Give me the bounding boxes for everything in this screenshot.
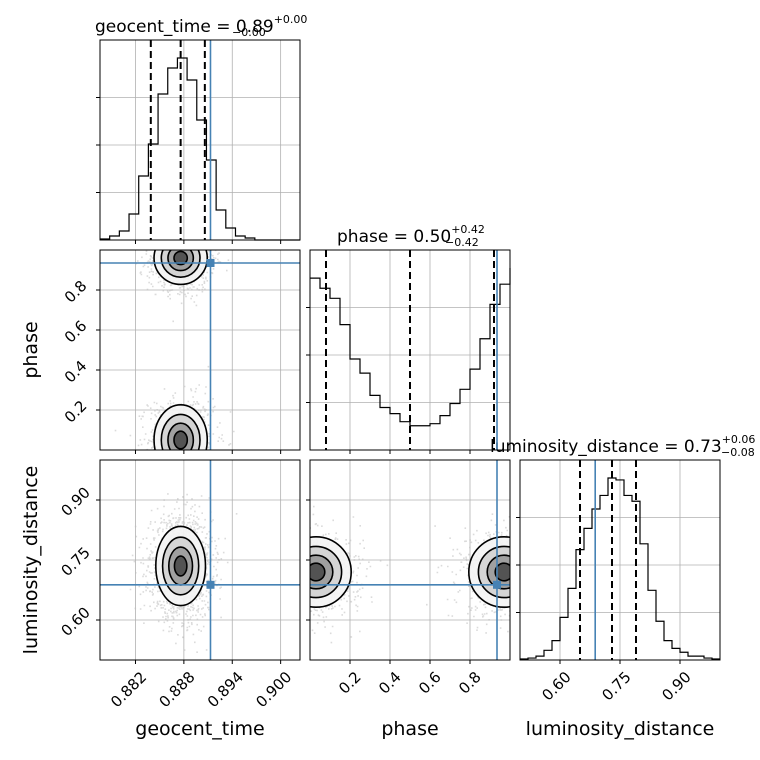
histogram-step <box>310 268 511 427</box>
y-axis-label-luminosity-distance: luminosity_distance <box>20 466 42 655</box>
panel-frame <box>99 39 301 241</box>
x-tick-label-geocent-time: 0.900 <box>252 668 295 711</box>
contour-line <box>173 430 189 450</box>
contour-line <box>161 536 200 596</box>
y-axis-label-phase: phase <box>20 321 42 378</box>
density-level <box>310 563 325 581</box>
panel-frame <box>99 249 301 451</box>
contour-line <box>310 562 326 582</box>
contour-line <box>155 525 207 607</box>
contour-line <box>167 422 195 450</box>
contour-line <box>310 554 334 590</box>
truth-marker <box>206 259 215 267</box>
contour-line <box>310 536 352 608</box>
title-phase: phase = 0.50+0.42 <box>337 223 485 247</box>
panel-geocent-time-vs-luminosity-distance <box>100 460 300 660</box>
x-tick-label-phase: 0.6 <box>415 668 445 698</box>
contour-line <box>486 554 510 590</box>
sample-points <box>129 493 238 653</box>
contour-line <box>173 555 188 577</box>
title-geocent-time: geocent_time = 0.89+0.00 <box>95 13 307 37</box>
contour-line <box>153 250 209 286</box>
density-level <box>495 563 510 581</box>
x-tick-label-luminosity-distance: 0.60 <box>538 668 574 704</box>
y-tick-label-phase: 0.6 <box>61 317 91 347</box>
contour-line <box>468 536 510 608</box>
histogram-luminosity-distance <box>520 460 720 660</box>
contour-line <box>494 562 510 582</box>
title-luminosity-distance-minus: −0.08 <box>721 446 755 459</box>
truth-marker <box>493 580 501 589</box>
x-axis-label-phase: phase <box>381 718 438 740</box>
contour-line <box>173 250 189 266</box>
contour-line <box>310 545 343 599</box>
sample-points <box>310 505 510 644</box>
density-level <box>173 251 188 265</box>
y-tick-label-phase: 0.4 <box>61 357 91 387</box>
x-tick-label-geocent-time: 0.888 <box>156 668 199 711</box>
panel-frame <box>309 249 511 451</box>
histogram-step <box>100 57 300 241</box>
y-tick-label-phase: 0.2 <box>61 397 91 427</box>
x-axis-label-luminosity-distance: luminosity_distance <box>526 718 715 740</box>
y-tick-label-phase: 0.8 <box>61 277 91 307</box>
x-tick-label-luminosity-distance: 0.90 <box>658 668 694 704</box>
x-tick-label-phase: 0.8 <box>455 668 485 698</box>
density-level <box>173 431 188 449</box>
title-geocent-time-minus: −0.00 <box>232 26 266 39</box>
title-phase-minus: −0.42 <box>445 236 479 249</box>
y-tick-label-luminosity-distance: 0.60 <box>57 603 93 639</box>
x-tick-label-luminosity-distance: 0.75 <box>598 668 634 704</box>
contour-line <box>477 545 510 599</box>
x-axis-label-geocent-time: geocent_time <box>135 718 264 740</box>
histogram-step <box>520 477 720 660</box>
x-tick-label-geocent-time: 0.894 <box>204 668 247 711</box>
panel-geocent-time-vs-phase <box>100 250 300 450</box>
histogram-geocent-time <box>100 40 300 241</box>
x-tick-label-phase: 0.2 <box>335 668 365 698</box>
title-luminosity-distance: luminosity_distance = 0.73+0.06 <box>490 433 755 457</box>
density-level <box>174 556 187 576</box>
tick-marks: 0.882 0.888 0.894 0.900 0.2 0.4 0.6 0.8 0.60 0.75… <box>57 97 695 711</box>
contour-line <box>153 404 209 450</box>
x-tick-label-phase: 0.4 <box>375 668 405 698</box>
y-tick-label-luminosity-distance: 0.90 <box>57 483 93 519</box>
y-tick-label-luminosity-distance: 0.75 <box>57 543 93 579</box>
contour-line <box>160 250 201 278</box>
contour-line <box>167 250 195 272</box>
truth-marker <box>206 580 215 589</box>
histogram-phase <box>310 250 511 450</box>
x-tick-label-geocent-time: 0.882 <box>107 668 150 711</box>
contour-line <box>160 413 201 450</box>
panel-phase-vs-luminosity-distance <box>310 460 510 660</box>
